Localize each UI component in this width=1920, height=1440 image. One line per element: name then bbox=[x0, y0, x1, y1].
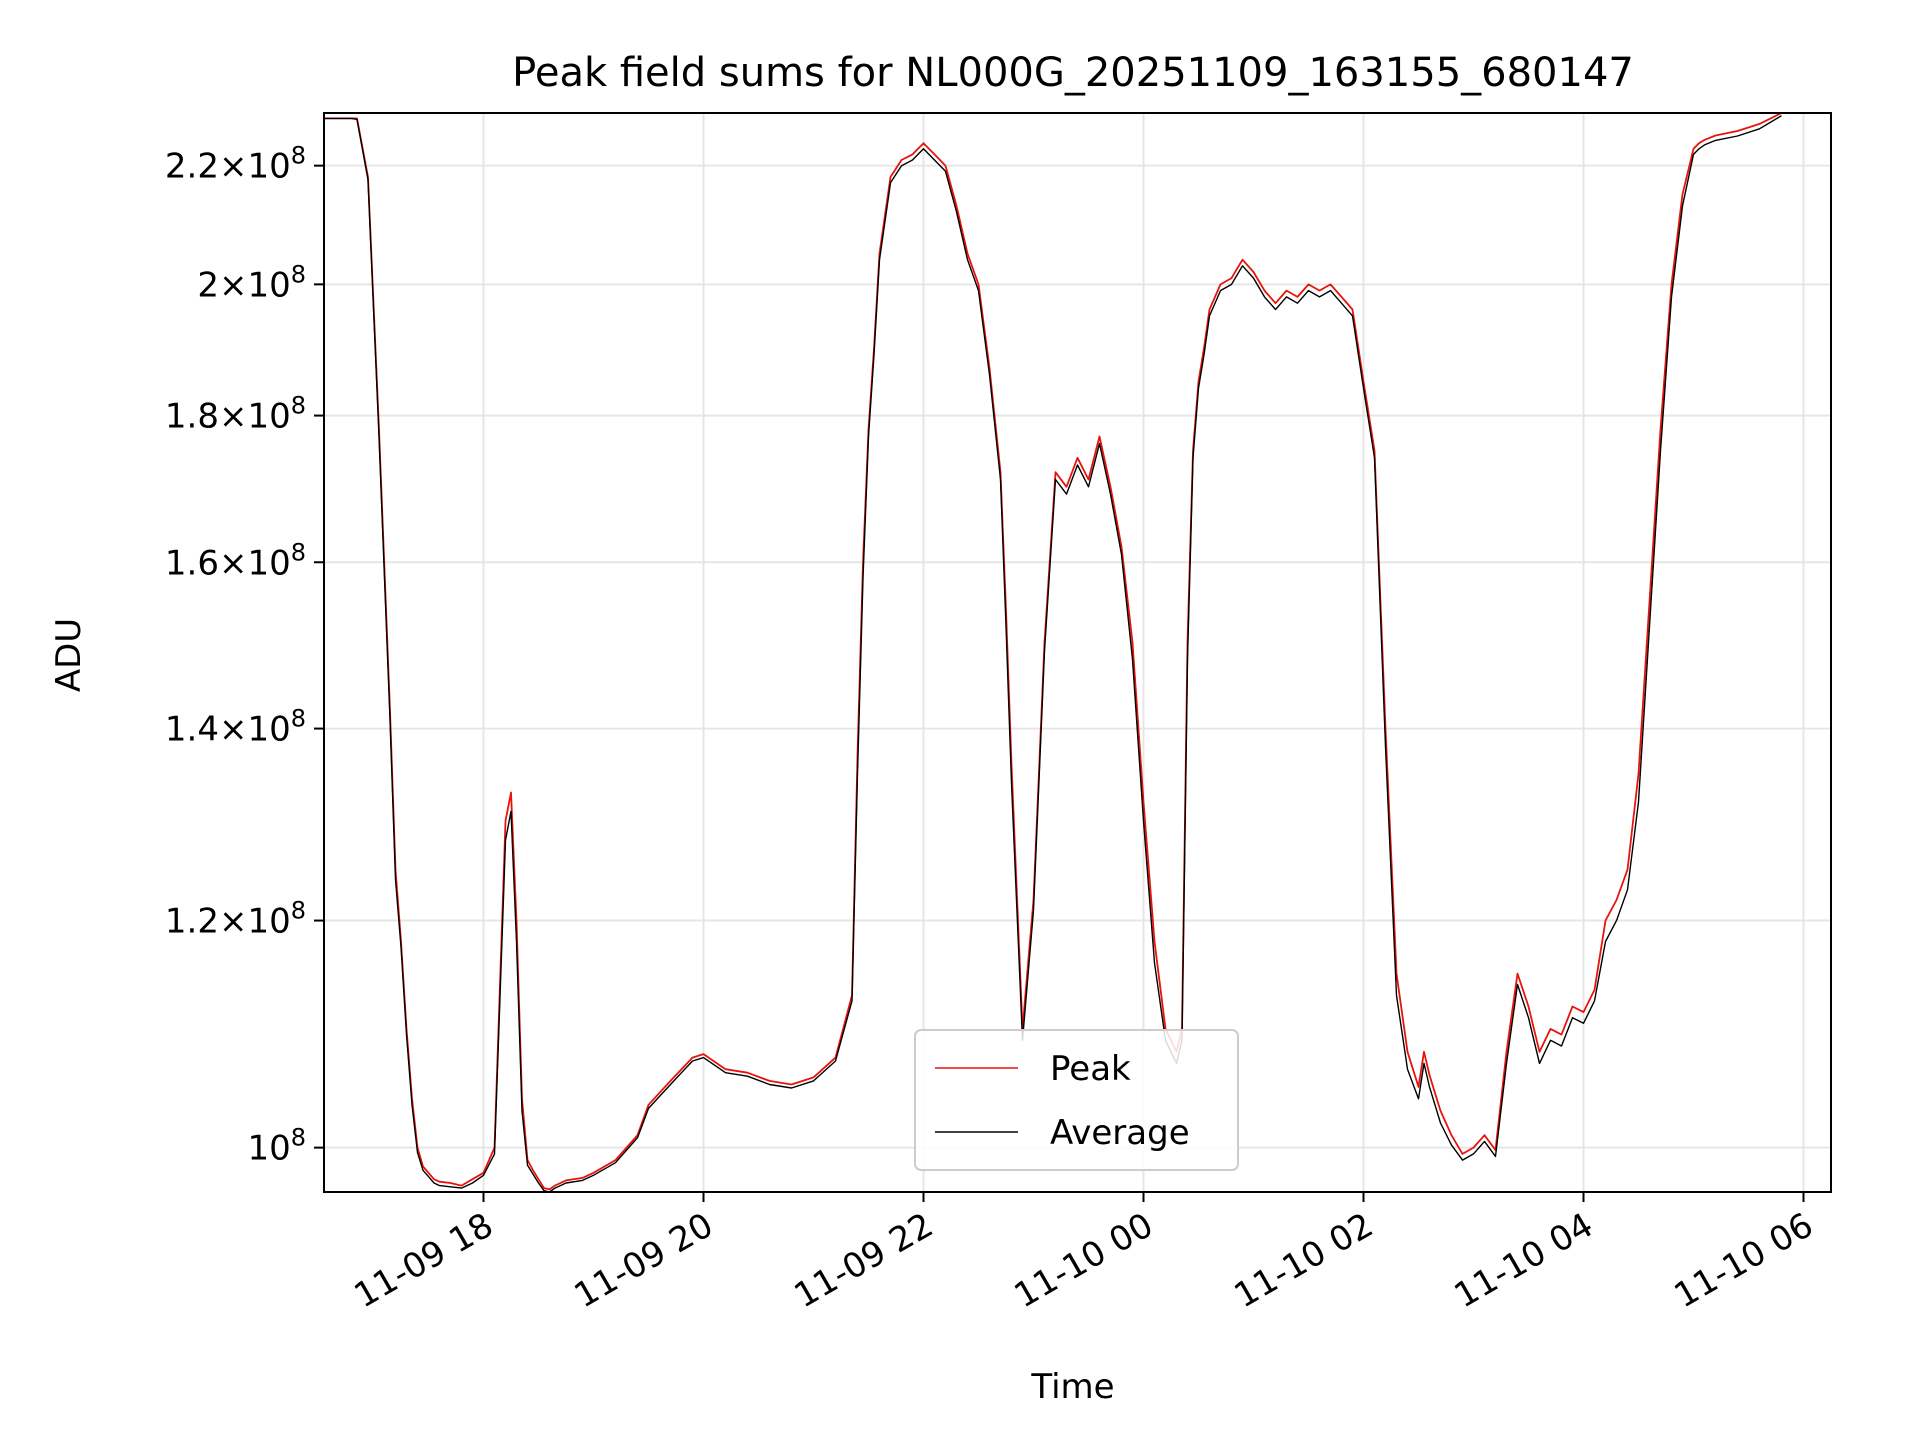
legend-average-label: Average bbox=[1050, 1113, 1190, 1153]
y-tick-label: 1.6×108 bbox=[165, 538, 306, 583]
legend: Peak Average bbox=[914, 1029, 1239, 1171]
legend-box bbox=[914, 1029, 1239, 1171]
y-tick-label: 1.8×108 bbox=[165, 392, 306, 437]
y-tick-label: 108 bbox=[247, 1124, 306, 1169]
y-axis: 108 1.2×108 1.4×108 1.6×108 1.8×108 2×108 2.2×… bbox=[165, 142, 324, 1169]
y-tick-label: 2×108 bbox=[197, 260, 306, 305]
grid bbox=[324, 113, 1831, 1192]
y-tick-label: 1.4×108 bbox=[165, 705, 306, 750]
chart-title: Peak field sums for NL000G_20251109_1631… bbox=[512, 50, 1634, 96]
y-tick-label: 1.2×108 bbox=[165, 897, 306, 942]
series-line-average bbox=[324, 115, 1782, 1193]
series-lines bbox=[324, 112, 1782, 1193]
y-tick-label: 2.2×108 bbox=[165, 142, 306, 187]
legend-peak-label: Peak bbox=[1050, 1049, 1131, 1089]
y-axis-label: ADU bbox=[49, 618, 89, 692]
x-axis-label: Time bbox=[1030, 1367, 1114, 1407]
plot-frame bbox=[323, 112, 1832, 1193]
